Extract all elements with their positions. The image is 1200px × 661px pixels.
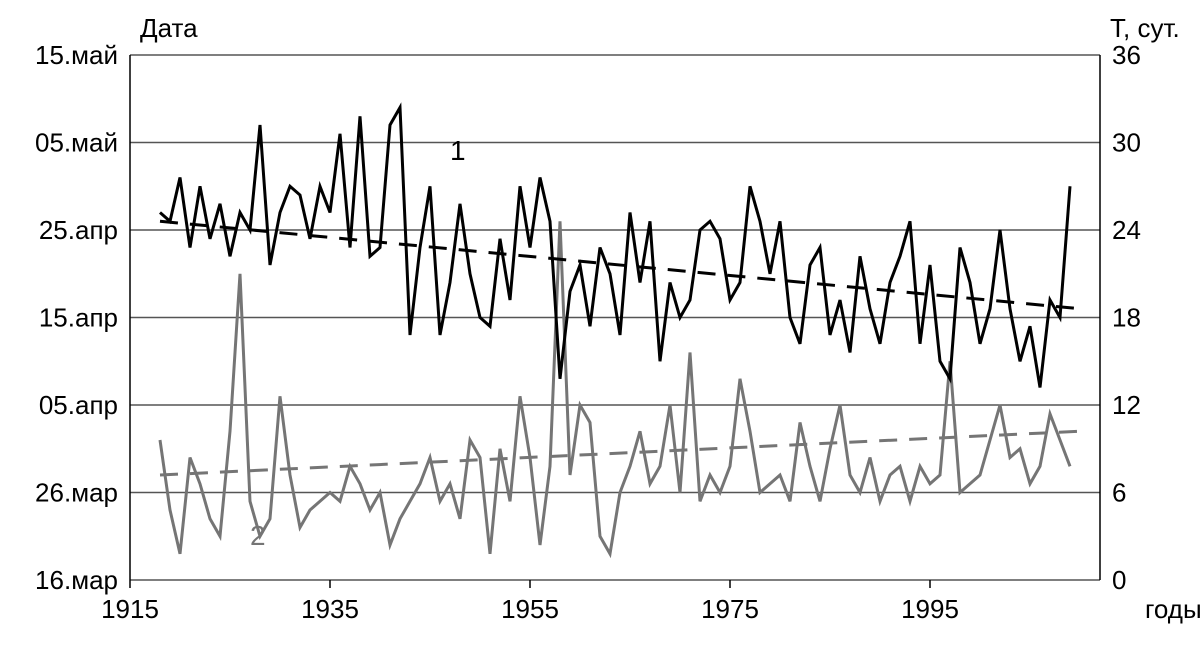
time-series-chart: 16.мар 26.мар 05.апр 15.апр 25.апр 05.май 15.м… bbox=[0, 0, 1200, 661]
x-tick-label: 1915 bbox=[101, 594, 159, 624]
y-left-tick-label: 15.май bbox=[35, 40, 118, 70]
y-right-tick-label: 24 bbox=[1112, 215, 1141, 245]
y-left-tick-label: 05.май bbox=[35, 128, 118, 158]
x-tick-label: 1995 bbox=[901, 594, 959, 624]
series-1-annotation: 1 bbox=[450, 135, 466, 166]
y-right-tick-label: 18 bbox=[1112, 303, 1141, 333]
x-tick-label: 1975 bbox=[701, 594, 759, 624]
y-right-tick-label: 30 bbox=[1112, 128, 1141, 158]
series-2-line bbox=[160, 221, 1070, 554]
y-left-tick-label: 16.мар bbox=[35, 565, 118, 595]
y-right-tick-label: 6 bbox=[1112, 478, 1126, 508]
y-right-tick-label: 0 bbox=[1112, 565, 1126, 595]
series-2-annotation: 2 bbox=[250, 520, 266, 551]
y-left-tick-label: 05.апр bbox=[39, 390, 118, 420]
y-left-title: Дата bbox=[140, 13, 198, 43]
x-tick-label: 1935 bbox=[301, 594, 359, 624]
y-right-tick-label: 36 bbox=[1112, 40, 1141, 70]
series-1-line bbox=[160, 108, 1070, 388]
y-left-tick-label: 25.апр bbox=[39, 215, 118, 245]
y-right-title: T, сут. bbox=[1110, 13, 1180, 43]
y-left-tick-label: 26.мар bbox=[35, 478, 118, 508]
trend-line-1 bbox=[160, 221, 1080, 309]
y-left-tick-label: 15.апр bbox=[39, 303, 118, 333]
y-right-tick-label: 12 bbox=[1112, 390, 1141, 420]
chart-svg: 16.мар 26.мар 05.апр 15.апр 25.апр 05.май 15.м… bbox=[0, 0, 1200, 661]
x-tick-label: 1955 bbox=[501, 594, 559, 624]
x-axis-title: годы bbox=[1145, 594, 1200, 624]
